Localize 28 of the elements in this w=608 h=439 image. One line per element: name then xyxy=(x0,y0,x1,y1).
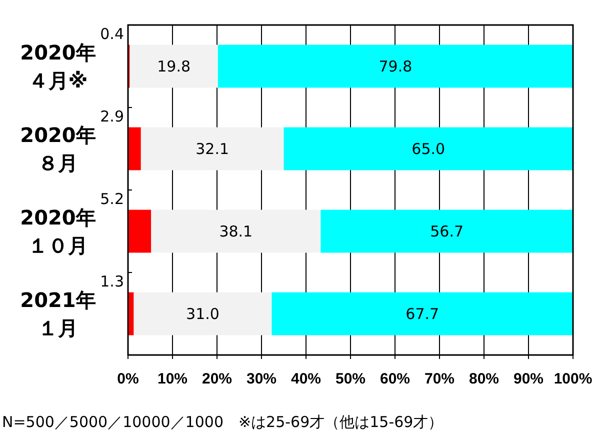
data-label: 0.4 xyxy=(100,24,124,43)
x-tick-label: 50% xyxy=(335,370,366,388)
data-label: 79.8 xyxy=(378,57,412,76)
data-label: 56.7 xyxy=(430,222,464,240)
data-label: 19.8 xyxy=(157,57,191,76)
data-label: 31.0 xyxy=(186,304,220,323)
data-label: 5.2 xyxy=(100,190,124,208)
data-label: 1.3 xyxy=(100,272,124,290)
x-tick-label: 100% xyxy=(554,370,592,388)
x-tick-label: 80% xyxy=(468,370,500,388)
data-label: 65.0 xyxy=(412,140,446,158)
x-tick-label: 90% xyxy=(513,370,544,388)
y-tick-label: 2020年８月 xyxy=(20,122,96,175)
data-label: 2.9 xyxy=(100,107,124,126)
y-tick-label: 2021年１月 xyxy=(20,288,96,340)
x-tick-label: 70% xyxy=(424,370,455,388)
data-label: 67.7 xyxy=(406,304,440,323)
data-label: 32.1 xyxy=(196,140,230,158)
x-tick-label: 60% xyxy=(380,370,410,388)
x-tick-label: 30% xyxy=(246,370,277,388)
y-tick-label: 2020年１０月 xyxy=(20,205,96,258)
x-tick-label: 40% xyxy=(290,370,322,388)
x-tick-label: 0% xyxy=(117,370,139,388)
y-tick-label: 2020年４月※ xyxy=(20,40,96,92)
text: N=500／5000／10000／1000 ※は25-69才（他は15-69才） xyxy=(2,413,444,431)
x-tick-label: 20% xyxy=(202,370,232,388)
x-tick-label: 10% xyxy=(157,370,188,388)
data-label: 38.1 xyxy=(219,222,253,240)
